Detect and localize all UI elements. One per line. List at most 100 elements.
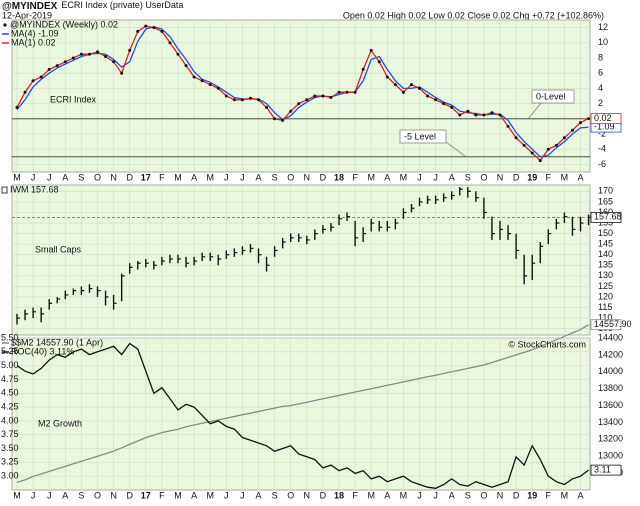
data-point <box>208 83 212 87</box>
data-point <box>232 98 236 102</box>
y-tick-label: 13000 <box>598 451 623 461</box>
y-tick-label: 2 <box>598 98 603 108</box>
x-tick-label: M <box>174 490 182 500</box>
annotation: -5 Level <box>404 131 436 141</box>
y-tick-label: -6 <box>598 159 606 169</box>
x-tick-label: F <box>352 172 358 182</box>
y-tick-label: -4 <box>598 144 606 154</box>
x-tick-label: A <box>191 172 197 182</box>
x-tick-label: D <box>320 172 327 182</box>
data-point <box>385 75 389 79</box>
y-tick-label: 3.25 <box>1 457 19 467</box>
data-point <box>434 98 438 102</box>
x-tick-label: 18 <box>334 490 344 500</box>
x-tick-label: J <box>240 172 245 182</box>
x-tick-label: J <box>31 490 36 500</box>
data-point <box>530 151 534 155</box>
x-tick-label: D <box>513 490 520 500</box>
end-value-box <box>590 211 622 223</box>
x-tick-label: F <box>159 490 165 500</box>
data-point <box>514 136 518 140</box>
data-point <box>522 143 526 147</box>
data-point <box>490 111 494 115</box>
x-tick-label: F <box>352 490 358 500</box>
x-tick-label: 18 <box>334 172 344 182</box>
data-point <box>136 29 140 33</box>
x-tick-label: A <box>449 490 455 500</box>
data-point <box>47 67 51 71</box>
y-tick-label: 10 <box>598 37 608 47</box>
series-line <box>16 26 589 158</box>
data-point <box>329 96 333 100</box>
data-point <box>554 143 558 147</box>
y-tick-label: 4 <box>598 83 603 93</box>
data-point <box>313 94 317 98</box>
data-point <box>273 117 277 121</box>
data-point <box>482 113 486 117</box>
y-tick-label: 3.75 <box>1 429 19 439</box>
y-tick-label: 5.25 <box>1 346 19 356</box>
description: ECRI Index (private) UserData <box>61 0 183 10</box>
y-tick-label: 3.00 <box>1 471 19 481</box>
y-tick-label: 140 <box>598 249 613 259</box>
data-point <box>353 90 357 94</box>
x-tick-label: M <box>206 490 214 500</box>
data-point <box>289 109 293 113</box>
data-point <box>369 48 373 52</box>
data-point <box>506 124 510 128</box>
y-tick-label: 5.50 <box>1 332 19 342</box>
x-tick-label: M <box>367 490 375 500</box>
x-tick-label: D <box>126 490 133 500</box>
x-tick-label: N <box>497 172 504 182</box>
x-tick-label: A <box>577 490 583 500</box>
data-point <box>361 67 365 71</box>
data-point <box>55 64 59 68</box>
y-tick-label: 120 <box>598 291 613 301</box>
y-tick-label: 3.50 <box>1 443 19 453</box>
x-tick-label: A <box>191 490 197 500</box>
x-tick-label: F <box>546 490 552 500</box>
x-tick-label: A <box>449 172 455 182</box>
y-tick-label: 14200 <box>598 349 623 359</box>
x-tick-label: A <box>384 172 390 182</box>
data-point <box>224 94 228 98</box>
symbol: @MYINDEX <box>2 1 58 12</box>
data-point <box>401 90 405 94</box>
x-tick-label: J <box>31 172 36 182</box>
data-point <box>587 117 591 121</box>
x-tick-label: J <box>240 490 245 500</box>
end-value-box <box>590 113 622 125</box>
x-tick-label: A <box>62 490 68 500</box>
x-tick-label: 19 <box>527 490 537 500</box>
date: 12-Apr-2019 <box>2 10 52 20</box>
data-point <box>104 54 108 58</box>
x-tick-label: A <box>255 490 261 500</box>
data-point <box>546 147 550 151</box>
annotation-leader <box>527 101 543 120</box>
data-point <box>377 60 381 64</box>
data-point <box>79 52 83 56</box>
x-tick-label: A <box>255 172 261 182</box>
annotation-box <box>399 129 447 144</box>
y-tick-label: 4.25 <box>1 401 19 411</box>
end-value-label: 0.02 <box>594 113 612 123</box>
end-value-box <box>590 319 622 331</box>
x-tick-label: 19 <box>527 172 537 182</box>
end-value-box <box>590 464 622 476</box>
data-point <box>337 90 341 94</box>
legend-entry: MA(1) 0.02 <box>11 37 56 47</box>
data-point <box>87 52 91 56</box>
data-point <box>345 90 349 94</box>
x-tick-label: S <box>272 490 278 500</box>
x-tick-label: D <box>126 172 133 182</box>
x-tick-label: J <box>47 172 52 182</box>
y-tick-label: 8 <box>598 52 603 62</box>
data-point <box>184 64 188 68</box>
data-point <box>152 26 156 30</box>
data-point <box>538 159 542 163</box>
legend-marker <box>3 23 7 27</box>
x-tick-label: O <box>94 490 101 500</box>
y-tick-label: 14400 <box>598 332 623 342</box>
x-tick-label: M <box>400 172 408 182</box>
data-point <box>200 79 204 83</box>
